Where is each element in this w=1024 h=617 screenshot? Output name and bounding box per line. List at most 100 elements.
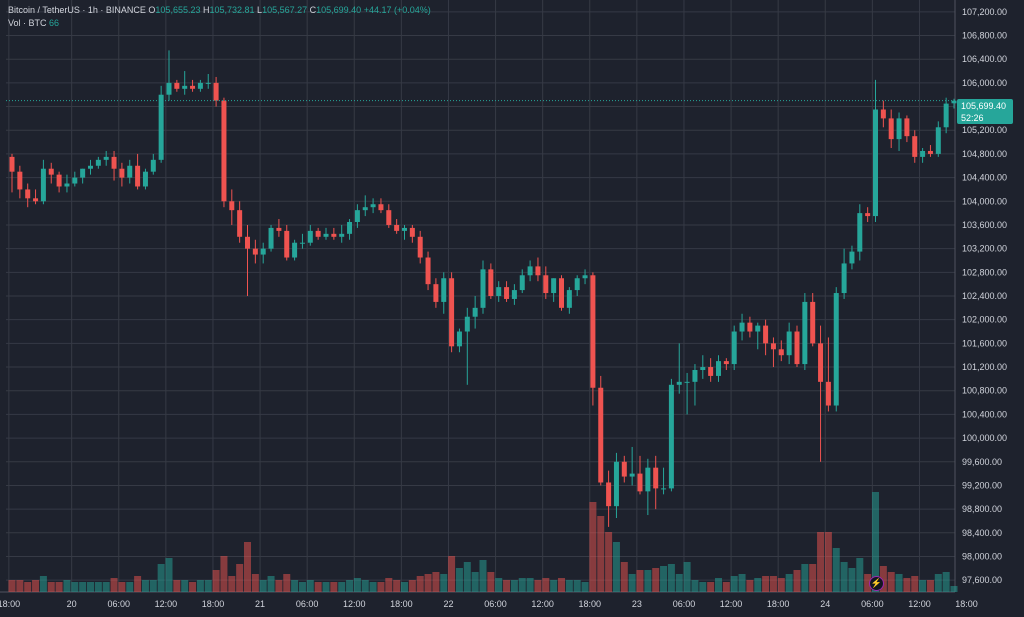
candle-body xyxy=(770,343,776,350)
volume-bar xyxy=(212,570,220,592)
time-tick-label: 18:00 xyxy=(955,599,978,609)
time-tick-label: 12:00 xyxy=(531,599,554,609)
time-tick-label: 12:00 xyxy=(343,599,366,609)
volume-bar xyxy=(377,582,385,592)
volume-bar xyxy=(526,578,534,592)
volume-bar xyxy=(196,580,204,592)
candle-body xyxy=(88,165,93,169)
symbol-title[interactable]: Bitcoin / TetherUS · 1h · BINANCE xyxy=(8,5,146,15)
volume-bar xyxy=(149,580,157,592)
candle-body xyxy=(747,322,753,332)
symbol-legend: Bitcoin / TetherUS · 1h · BINANCE O105,6… xyxy=(8,4,431,17)
candle-body xyxy=(841,263,847,294)
last-price-value: 105,699.40 xyxy=(961,101,1007,111)
candle-body xyxy=(559,278,564,308)
candle-body xyxy=(888,118,894,140)
volume-bar xyxy=(620,562,628,592)
price-tick-label: 106,000.00 xyxy=(962,78,1007,88)
candle-body xyxy=(488,269,494,296)
volume-bar xyxy=(895,574,903,592)
candle-body xyxy=(386,210,392,225)
candle-body xyxy=(472,307,478,317)
volume-bar xyxy=(63,580,71,592)
open-label: O xyxy=(148,5,156,15)
candle-body xyxy=(511,290,517,299)
volume-bar xyxy=(542,578,550,592)
candle-body xyxy=(708,367,714,376)
candle-body xyxy=(229,201,235,211)
volume-bar xyxy=(872,492,879,592)
candle-body xyxy=(456,331,462,347)
candle-body xyxy=(150,159,156,172)
candle-body xyxy=(574,278,580,291)
volume-bar xyxy=(385,578,393,592)
volume-bar xyxy=(463,562,471,592)
volume-bar xyxy=(267,576,275,592)
volume-bar xyxy=(934,574,942,592)
candle-body xyxy=(417,236,423,258)
volume-bar xyxy=(785,574,793,592)
candle-body xyxy=(33,198,39,202)
time-tick-label: 06:00 xyxy=(861,599,884,609)
price-tick-label: 101,200.00 xyxy=(962,362,1007,372)
candle-body xyxy=(323,233,329,237)
candle-body xyxy=(331,233,337,237)
candle-body xyxy=(504,287,510,299)
candle-body xyxy=(362,207,368,211)
volume-bar xyxy=(801,564,809,592)
volume-bar xyxy=(236,564,244,592)
volume-bar xyxy=(32,580,40,592)
price-tick-label: 97,600.00 xyxy=(962,575,1002,585)
candle-body xyxy=(692,370,698,382)
volume-bar xyxy=(573,580,581,592)
volume-bar xyxy=(244,542,251,592)
candle-body xyxy=(535,266,541,276)
candle-body xyxy=(739,322,745,332)
volume-bar xyxy=(503,580,511,592)
candle-body xyxy=(190,85,196,89)
volume-bar xyxy=(754,578,762,592)
candle-body xyxy=(551,278,557,294)
volume-bar xyxy=(730,576,738,592)
candle-body xyxy=(72,177,78,184)
volume-bar xyxy=(856,558,864,592)
candle-body xyxy=(645,467,651,492)
lightning-icon[interactable]: ⚡ xyxy=(869,576,884,591)
time-tick-label: 21 xyxy=(255,599,265,609)
volume-bar xyxy=(644,570,652,592)
volume-bar xyxy=(8,580,16,592)
volume-bar xyxy=(24,582,32,592)
high-value: 105,732.81 xyxy=(209,5,255,15)
volume-bar xyxy=(636,570,644,592)
volume-bar xyxy=(495,578,503,592)
candle-body xyxy=(802,301,808,365)
open-value: 105,655.23 xyxy=(155,5,201,15)
volume-bar xyxy=(660,566,668,592)
volume-bar xyxy=(840,562,848,592)
low-value: 105,567.27 xyxy=(262,5,308,15)
volume-bar xyxy=(558,578,565,592)
volume-label[interactable]: Vol · BTC xyxy=(8,18,47,28)
candle-body xyxy=(935,127,941,154)
candle-body xyxy=(865,213,871,217)
candle-body xyxy=(582,275,588,279)
candle-body xyxy=(103,156,109,160)
candle-body xyxy=(378,204,384,211)
candle-body xyxy=(629,473,635,477)
volume-bar xyxy=(534,580,542,592)
candle-body xyxy=(119,168,125,178)
candle-body xyxy=(221,100,227,202)
time-tick-label: 06:00 xyxy=(484,599,507,609)
candle-body xyxy=(927,150,933,154)
volume-bar xyxy=(722,582,730,592)
price-tick-label: 104,400.00 xyxy=(962,173,1007,183)
volume-bar xyxy=(118,582,126,592)
volume-bar xyxy=(919,580,927,592)
price-tick-label: 102,000.00 xyxy=(962,315,1007,325)
volume-bar xyxy=(926,580,934,592)
candle-body xyxy=(661,488,667,490)
volume-bar xyxy=(157,564,165,592)
volume-bar xyxy=(55,582,63,592)
price-tick-label: 102,400.00 xyxy=(962,291,1007,301)
